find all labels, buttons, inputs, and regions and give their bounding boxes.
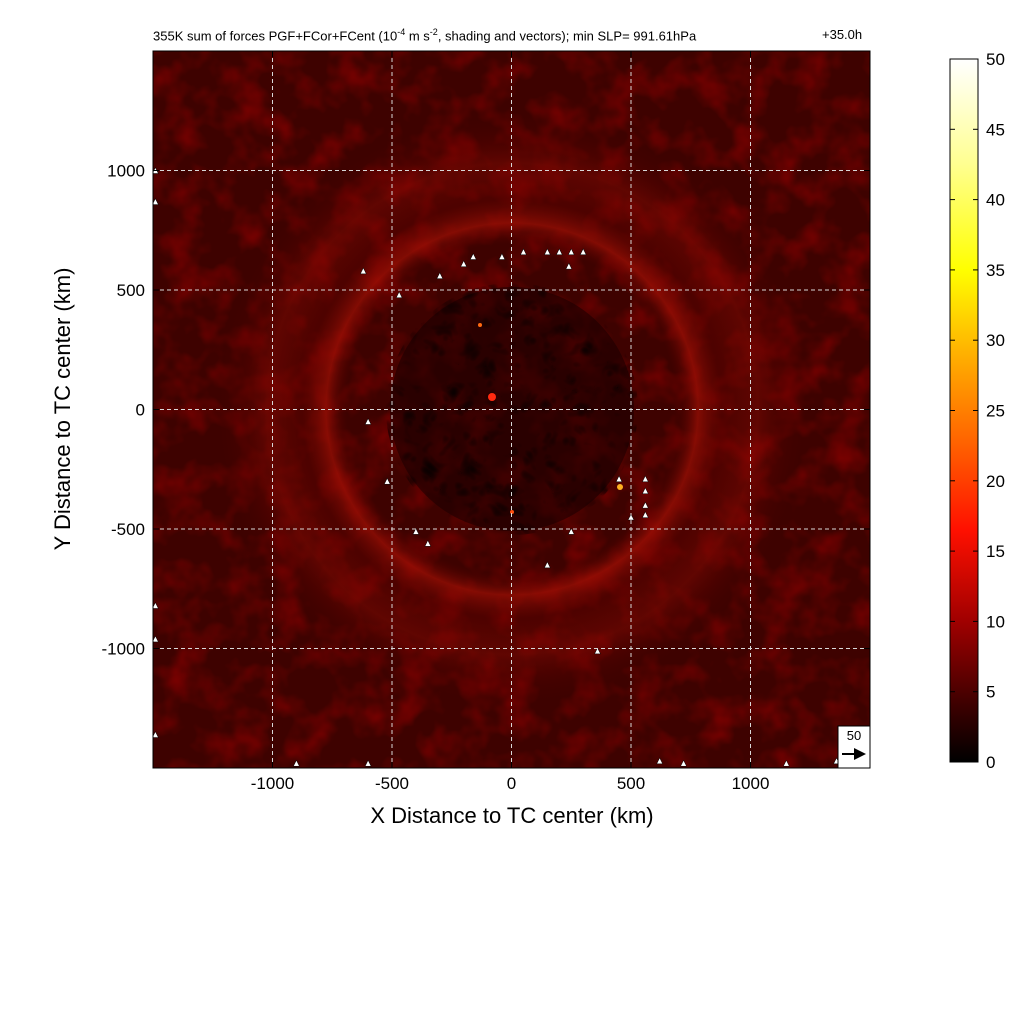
vector-arrow bbox=[498, 252, 506, 260]
vector-arrow bbox=[579, 248, 587, 256]
vector-arrow bbox=[460, 260, 468, 267]
y-tick-label: 0 bbox=[136, 401, 145, 420]
vector-arrow bbox=[364, 417, 372, 425]
axis-ticks bbox=[153, 51, 870, 768]
vector-arrow bbox=[641, 487, 649, 495]
x-tick-label: 1000 bbox=[732, 774, 770, 793]
y-tick-label: -500 bbox=[111, 520, 145, 539]
reference-vector-box: 50 bbox=[837, 725, 871, 769]
vector-arrow bbox=[436, 272, 444, 279]
vector-arrow bbox=[469, 252, 477, 260]
vector-arrow bbox=[520, 248, 527, 256]
vector-arrow bbox=[594, 647, 601, 655]
y-tick-labels: -1000 -500 0 500 1000 bbox=[102, 162, 145, 659]
vector-arrow bbox=[567, 527, 575, 535]
x-tick-labels: -1000 -500 0 500 1000 bbox=[251, 774, 770, 793]
hotspot bbox=[617, 484, 623, 490]
vector-arrow bbox=[543, 561, 551, 569]
y-tick-label: -1000 bbox=[102, 640, 145, 659]
vector-arrow bbox=[359, 267, 367, 275]
vector-arrow bbox=[641, 501, 649, 509]
vector-arrow bbox=[641, 511, 649, 518]
vector-arrow bbox=[567, 248, 575, 256]
vector-arrow bbox=[292, 759, 300, 767]
vector-arrow bbox=[641, 475, 649, 483]
grid-lines bbox=[153, 51, 870, 768]
y-axis-label: Y Distance to TC center (km) bbox=[50, 268, 75, 551]
vector-arrow bbox=[383, 477, 391, 485]
vector-arrow bbox=[153, 198, 159, 205]
reference-vector-label: 50 bbox=[847, 728, 861, 743]
vector-arrow bbox=[153, 601, 159, 609]
y-tick-label: 1000 bbox=[107, 162, 145, 181]
vector-arrow bbox=[680, 759, 687, 767]
x-axis-label: X Distance to TC center (km) bbox=[370, 803, 653, 828]
forecast-time: +35.0h bbox=[822, 27, 863, 42]
vector-arrow bbox=[565, 262, 573, 270]
vector-arrow bbox=[153, 635, 159, 643]
vector-arrow bbox=[153, 730, 159, 738]
hotspot bbox=[478, 323, 482, 327]
vector-arrow bbox=[555, 248, 563, 256]
vector-arrows bbox=[153, 166, 840, 767]
hotspot bbox=[488, 393, 496, 401]
x-tick-label: -500 bbox=[375, 774, 409, 793]
vector-arrow bbox=[615, 475, 623, 483]
vector-arrow bbox=[364, 759, 372, 767]
x-tick-label: -1000 bbox=[251, 774, 294, 793]
vector-arrow bbox=[656, 757, 664, 765]
vector-arrow bbox=[424, 539, 432, 547]
vector-arrow bbox=[782, 759, 790, 767]
vector-arrow bbox=[395, 291, 403, 299]
vector-arrow bbox=[412, 527, 420, 535]
x-tick-label: 500 bbox=[617, 774, 645, 793]
y-tick-label: 500 bbox=[117, 281, 145, 300]
x-tick-label: 0 bbox=[507, 774, 516, 793]
hotspots bbox=[478, 323, 623, 514]
chart-title: 355K sum of forces PGF+FCor+FCent (10-4 … bbox=[153, 27, 697, 44]
vector-arrow bbox=[543, 248, 551, 256]
